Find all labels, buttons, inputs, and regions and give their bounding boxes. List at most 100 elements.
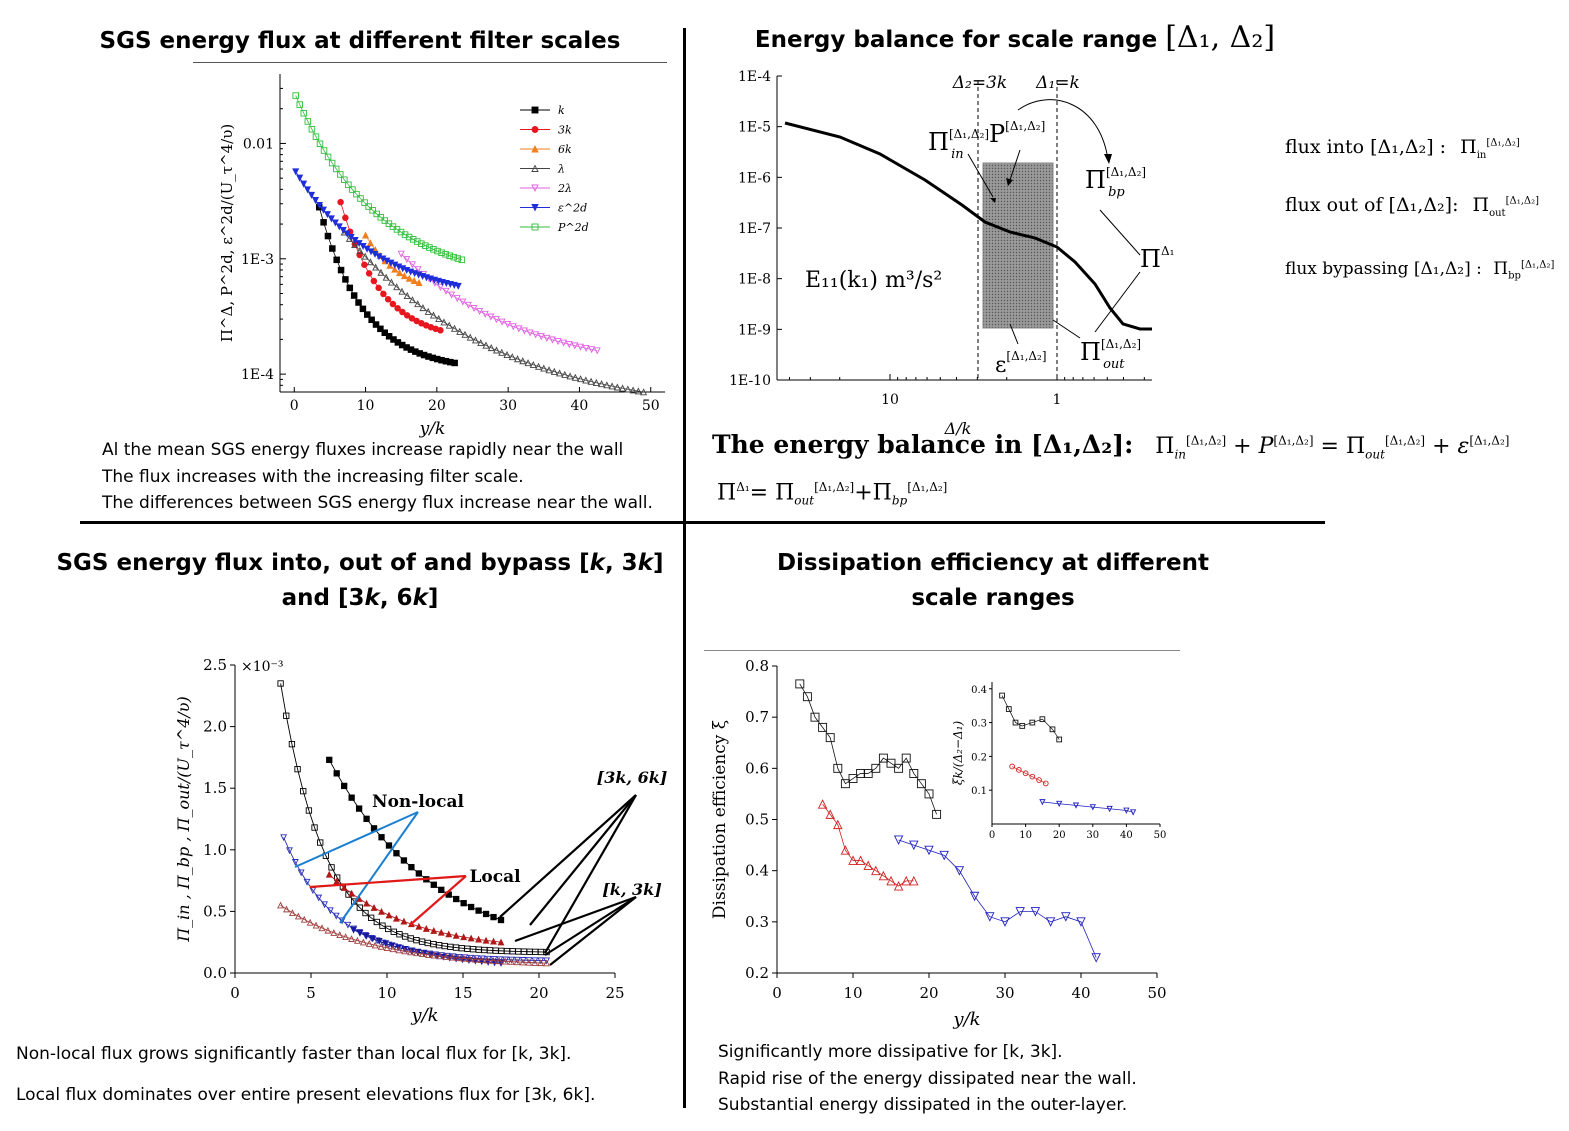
data-point bbox=[419, 304, 427, 312]
y-tick-label: 0.2 bbox=[745, 964, 769, 982]
data-point bbox=[312, 921, 320, 929]
data-point bbox=[1042, 780, 1049, 787]
data-point bbox=[466, 955, 474, 963]
title-line: SGS energy flux into, out of and bypass … bbox=[56, 550, 664, 576]
data-point bbox=[520, 327, 528, 335]
pi-out-symbol: Πout[Δ₁,Δ₂] bbox=[1472, 194, 1540, 219]
y-tick-label: 0.6 bbox=[745, 759, 769, 777]
data-point bbox=[337, 198, 344, 206]
data-point bbox=[515, 325, 523, 333]
data-point bbox=[407, 948, 415, 956]
data-point bbox=[348, 889, 356, 897]
pi-delta1-label: ΠΔ₁ bbox=[1140, 244, 1174, 273]
data-point bbox=[1106, 805, 1113, 813]
data-point bbox=[308, 191, 316, 199]
y-tick-label: 2.5 bbox=[203, 656, 227, 674]
data-point bbox=[385, 911, 393, 919]
label-text: flux out of [Δ₁,Δ₂]: bbox=[1285, 194, 1459, 216]
data-point bbox=[490, 937, 497, 945]
y-tick-label: 1E-8 bbox=[738, 272, 771, 288]
pointer-line bbox=[1052, 319, 1081, 339]
data-point bbox=[292, 168, 300, 176]
data-point bbox=[335, 223, 343, 231]
legend-label: 6k bbox=[558, 143, 572, 156]
data-point bbox=[353, 190, 360, 198]
data-point bbox=[399, 308, 406, 316]
series-line bbox=[822, 803, 914, 887]
data-point bbox=[359, 938, 367, 946]
data-point bbox=[504, 321, 512, 329]
superscript: [Δ₁,Δ₂] bbox=[1101, 337, 1141, 351]
data-point bbox=[901, 875, 911, 886]
caption-line: Local flux dominates over entire present… bbox=[16, 1084, 596, 1105]
data-point bbox=[364, 311, 371, 318]
caption-bottom-right: Significantly more dissipative for [k, 3… bbox=[718, 1039, 1137, 1119]
data-point bbox=[315, 894, 323, 902]
data-point bbox=[283, 712, 290, 719]
data-point bbox=[370, 277, 378, 285]
balance-label: The energy balance in [Δ₁,Δ₂]: bbox=[712, 430, 1134, 459]
series-P^2d bbox=[292, 92, 466, 264]
caption-line: The flux increases with the increasing f… bbox=[102, 466, 524, 487]
data-point bbox=[537, 333, 545, 341]
data-point bbox=[348, 935, 355, 942]
x-tick-label: 0 bbox=[772, 984, 782, 1002]
local-pointer bbox=[309, 874, 467, 889]
arrow-head bbox=[990, 198, 996, 203]
data-point bbox=[393, 283, 401, 291]
data-point bbox=[519, 357, 527, 365]
data-point bbox=[430, 951, 438, 959]
y-tick-label: 0.8 bbox=[745, 657, 769, 675]
data-point bbox=[624, 385, 632, 393]
data-point bbox=[508, 353, 516, 361]
series-line bbox=[799, 683, 937, 815]
x-axis-label: y/k bbox=[410, 1005, 438, 1026]
symbol: Π bbox=[1140, 245, 1161, 273]
label-text: flux into [Δ₁,Δ₂] : bbox=[1285, 136, 1447, 158]
inset-y-tick-label: 0.3 bbox=[971, 719, 987, 730]
data-point bbox=[1016, 767, 1022, 773]
data-point bbox=[319, 206, 327, 214]
data-point bbox=[450, 253, 457, 261]
data-point bbox=[294, 912, 302, 920]
series-line bbox=[1012, 766, 1046, 784]
data-point bbox=[985, 912, 995, 922]
pointer-line bbox=[1094, 271, 1141, 333]
series-λ bbox=[340, 228, 648, 396]
data-point bbox=[886, 875, 896, 886]
y-tick-label: 1E-7 bbox=[738, 221, 771, 237]
data-point bbox=[321, 901, 328, 909]
title-line: and [3k, 6k] bbox=[281, 585, 439, 611]
data-point bbox=[466, 333, 474, 341]
symbol: Π bbox=[928, 128, 949, 156]
data-point bbox=[398, 287, 406, 295]
data-point bbox=[414, 266, 422, 274]
data-point bbox=[460, 900, 467, 907]
vertical-divider bbox=[683, 28, 686, 1108]
data-point bbox=[437, 327, 444, 334]
data-point bbox=[422, 242, 429, 249]
data-point bbox=[556, 369, 564, 377]
y-tick-label: 1.0 bbox=[203, 841, 227, 859]
data-point bbox=[535, 362, 543, 370]
data-point bbox=[456, 327, 464, 335]
inset-x-tick-label: 50 bbox=[1154, 830, 1167, 841]
data-point bbox=[372, 321, 380, 328]
data-point bbox=[436, 952, 444, 960]
legend-label: P^2d bbox=[557, 221, 589, 234]
data-point bbox=[435, 314, 443, 322]
title-prefix: Energy balance for scale range bbox=[754, 27, 1166, 53]
y-tick-label: 0.5 bbox=[203, 902, 227, 920]
data-point bbox=[467, 903, 475, 911]
flux-in-out-bypass-chart: 0 5 10 15 20 25 0.0 0.5 1.0 1.5 2.0 2.5 ×10⁻³ y/k Π_in… bbox=[174, 656, 667, 1026]
data-point bbox=[1072, 802, 1080, 809]
bracket-pointer bbox=[514, 895, 637, 943]
data-point bbox=[325, 870, 333, 878]
data-point bbox=[871, 763, 881, 773]
data-point bbox=[886, 758, 896, 768]
data-point bbox=[513, 958, 521, 966]
data-point bbox=[328, 159, 336, 167]
data-point bbox=[323, 211, 331, 219]
data-point bbox=[460, 933, 468, 941]
nonlocal-pointer bbox=[339, 811, 419, 924]
